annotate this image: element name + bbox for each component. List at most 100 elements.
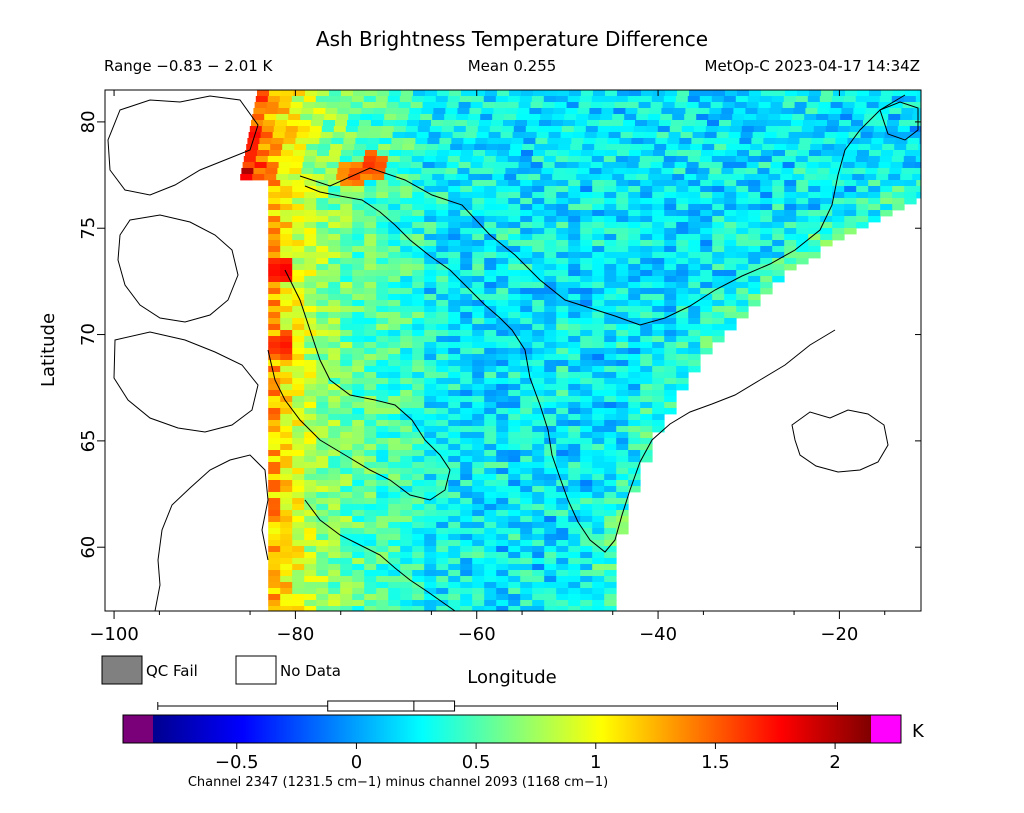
heatmap-cell xyxy=(399,96,413,103)
heatmap-cell xyxy=(640,420,653,427)
heatmap-cell xyxy=(532,420,545,427)
heatmap-cell xyxy=(339,96,353,103)
heatmap-cell xyxy=(736,234,749,241)
heatmap-cell xyxy=(604,210,617,217)
heatmap-cell xyxy=(304,282,317,289)
heatmap-cell xyxy=(269,150,282,157)
heatmap-cell xyxy=(436,528,449,535)
heatmap-cell xyxy=(508,582,521,589)
heatmap-cell xyxy=(592,474,605,481)
heatmap-cell xyxy=(640,252,653,259)
heatmap-cell xyxy=(484,366,497,373)
heatmap-cell xyxy=(484,228,497,235)
heatmap-cell xyxy=(736,204,749,211)
heatmap-cell xyxy=(436,558,449,565)
heatmap-cell xyxy=(604,474,617,481)
heatmap-cell xyxy=(292,312,305,319)
heatmap-cell xyxy=(508,576,521,583)
heatmap-cell xyxy=(592,504,605,511)
heatmap-cell xyxy=(292,462,305,469)
heatmap-cell xyxy=(388,342,401,349)
heatmap-cell xyxy=(376,438,389,445)
heatmap-cell xyxy=(640,414,653,421)
heatmap-cell xyxy=(412,288,425,295)
heatmap-cell xyxy=(793,168,806,175)
heatmap-cell xyxy=(556,198,569,205)
heatmap-cell xyxy=(412,552,425,559)
heatmap-cell xyxy=(316,234,329,241)
heatmap-cell xyxy=(556,330,569,337)
heatmap-cell xyxy=(912,114,921,121)
heatmap-cell xyxy=(712,186,725,193)
heatmap-cell xyxy=(604,378,617,385)
heatmap-cell xyxy=(352,450,365,457)
heatmap-cell xyxy=(388,504,401,511)
heatmap-cell xyxy=(568,246,581,253)
heatmap-cell xyxy=(796,246,809,253)
heatmap-cell xyxy=(352,396,365,403)
heatmap-cell xyxy=(532,522,545,529)
heatmap-cell xyxy=(448,426,461,433)
heatmap-cell xyxy=(664,408,677,415)
heatmap-cell xyxy=(448,432,461,439)
y-axis-label: Latitude xyxy=(38,313,59,387)
heatmap-cell xyxy=(455,120,468,127)
heatmap-cell xyxy=(664,354,677,361)
heatmap-cell xyxy=(496,348,509,355)
heatmap-cell xyxy=(640,246,653,253)
heatmap-cell xyxy=(652,210,665,217)
heatmap-cell xyxy=(352,552,365,559)
heatmap-cell xyxy=(460,546,473,553)
plot-frame xyxy=(104,89,922,612)
heatmap-cell xyxy=(292,528,305,535)
heatmap-cell xyxy=(568,444,581,451)
heatmap-cell xyxy=(544,498,557,505)
heatmap-cell xyxy=(914,102,921,109)
heatmap-cell xyxy=(701,90,714,97)
heatmap-cell xyxy=(544,354,557,361)
heatmap-cell xyxy=(677,150,690,157)
heatmap-cell xyxy=(712,216,725,223)
heatmap-cell xyxy=(376,240,389,247)
heatmap-cell xyxy=(268,312,281,319)
heatmap-cell xyxy=(436,420,449,427)
heatmap-cell xyxy=(520,324,533,331)
heatmap-cell xyxy=(292,522,305,529)
heatmap-cell xyxy=(544,318,557,325)
heatmap-cell xyxy=(853,108,866,115)
heatmap-cell xyxy=(412,486,425,493)
heatmap-cell xyxy=(556,438,569,445)
heatmap-cell xyxy=(604,204,617,211)
heatmap-cell xyxy=(655,138,668,145)
heatmap-cell xyxy=(292,348,305,355)
heatmap-cell xyxy=(785,90,798,97)
heatmap-cell xyxy=(581,90,594,97)
heatmap-cell xyxy=(604,558,617,565)
heatmap-cell xyxy=(699,156,713,163)
heatmap-cell xyxy=(604,318,617,325)
heatmap-cell xyxy=(304,372,317,379)
heatmap-cell xyxy=(556,252,569,259)
heatmap-cell xyxy=(340,540,353,547)
heatmap-cell xyxy=(592,462,605,469)
heatmap-cell xyxy=(348,174,361,181)
heatmap-cell xyxy=(281,150,294,157)
heatmap-cell xyxy=(496,258,509,265)
heatmap-cell xyxy=(280,504,293,511)
heatmap-cell xyxy=(424,246,437,253)
heatmap-cell xyxy=(436,600,449,607)
heatmap-cell xyxy=(412,216,425,223)
heatmap-cell xyxy=(519,156,533,163)
heatmap-cell xyxy=(472,342,485,349)
heatmap-cell xyxy=(412,558,425,565)
heatmap-cell xyxy=(340,372,353,379)
heatmap-cell xyxy=(351,96,365,103)
heatmap-cell xyxy=(508,384,521,391)
heatmap-cell xyxy=(472,192,485,199)
heatmap-cell xyxy=(769,108,782,115)
heatmap-cell xyxy=(311,120,324,127)
heatmap-cell xyxy=(245,150,258,157)
heatmap-cell xyxy=(643,138,656,145)
heatmap-cell xyxy=(388,348,401,355)
heatmap-cell xyxy=(268,468,281,475)
